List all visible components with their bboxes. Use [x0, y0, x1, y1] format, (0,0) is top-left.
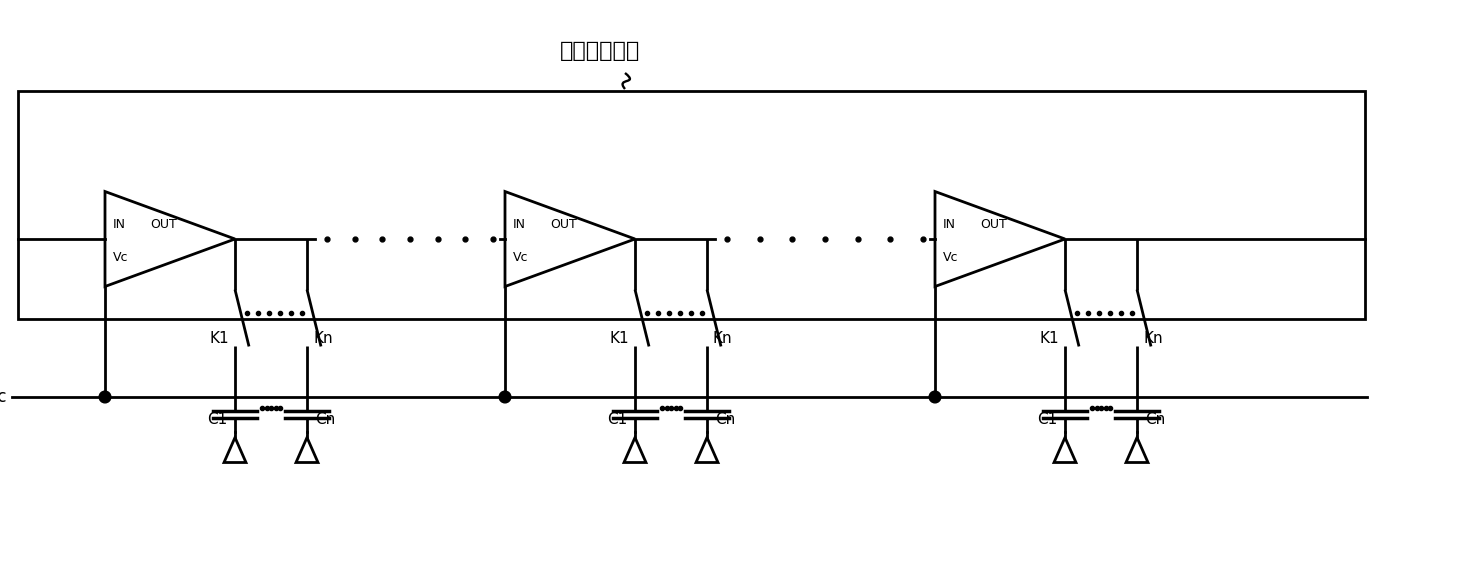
Text: K1: K1	[209, 331, 230, 345]
Text: OUT: OUT	[980, 217, 1006, 230]
Text: Cn: Cn	[714, 413, 735, 427]
Text: OUT: OUT	[550, 217, 576, 230]
Text: Cn: Cn	[1146, 413, 1165, 427]
Text: IN: IN	[943, 217, 956, 230]
Text: Vc: Vc	[113, 250, 129, 263]
Text: C1: C1	[1037, 413, 1057, 427]
Circle shape	[929, 391, 941, 403]
Text: C1: C1	[207, 413, 227, 427]
Text: Kn: Kn	[713, 331, 732, 345]
Text: OUT: OUT	[150, 217, 176, 230]
Text: K1: K1	[1039, 331, 1060, 345]
Text: C1: C1	[606, 413, 627, 427]
Text: 常规延迟单元: 常规延迟单元	[560, 41, 640, 61]
Text: Vc: Vc	[513, 250, 529, 263]
Text: Kn: Kn	[313, 331, 332, 345]
Text: K1: K1	[609, 331, 628, 345]
Text: Cn: Cn	[316, 413, 335, 427]
Text: Vc: Vc	[0, 388, 7, 406]
Bar	[18, 91, 1365, 319]
Text: IN: IN	[113, 217, 126, 230]
Text: IN: IN	[513, 217, 526, 230]
Text: Vc: Vc	[943, 250, 959, 263]
Circle shape	[499, 391, 511, 403]
Text: Kn: Kn	[1143, 331, 1162, 345]
Circle shape	[99, 391, 111, 403]
